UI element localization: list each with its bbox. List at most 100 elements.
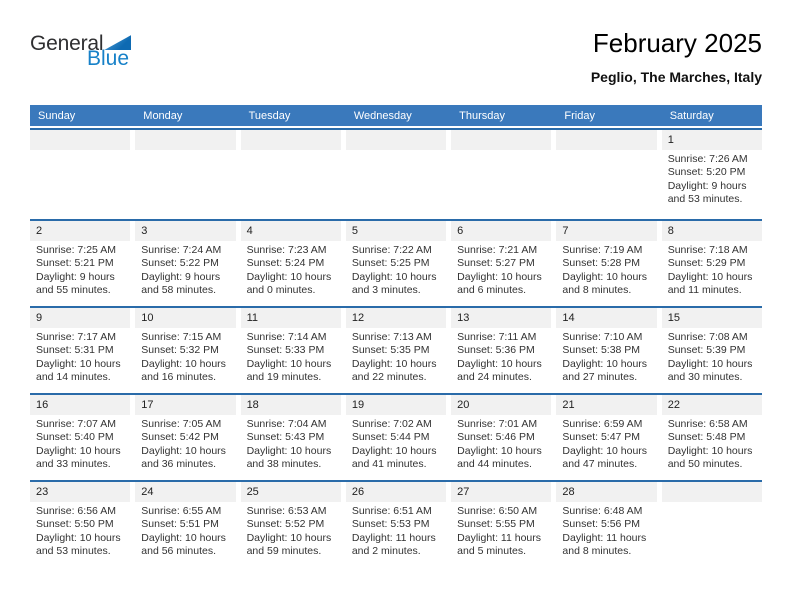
day-number — [345, 130, 447, 150]
sunrise-text: Sunrise: 6:58 AM — [667, 418, 748, 430]
day-cell: 1 Sunrise: 7:26 AM Sunset: 5:20 PM Daylight… — [661, 130, 762, 219]
daylight-text-line2: and 47 minutes. — [562, 458, 638, 471]
sunset-text: Sunset: 5:46 PM — [457, 431, 535, 444]
day-number: 5 — [345, 221, 447, 241]
daylight-text-line1: Daylight: 10 hours — [457, 270, 542, 283]
sunset-text: Sunset: 5:53 PM — [351, 518, 430, 531]
sunrise-text: Sunrise: 7:04 AM — [246, 418, 327, 430]
weekday-label-wednesday: Wednesday — [353, 109, 412, 122]
day-cell: 17 Sunrise: 7:05 AM Sunset: 5:42 PM Dayligh… — [135, 395, 236, 480]
daylight-text-line2: and 27 minutes. — [562, 371, 638, 384]
day-cell: 7 Sunrise: 7:19 AM Sunset: 5:28 PM Daylight… — [556, 221, 657, 306]
day-cell: 9 Sunrise: 7:17 AM Sunset: 5:31 PM Daylight… — [30, 308, 131, 393]
daylight-text-line1: Daylight: 10 hours — [246, 270, 332, 283]
day-info: Sunrise: 7:17 AM Sunset: 5:31 PM Daylight:… — [30, 328, 130, 385]
daylight-text-line2: and 53 minutes. — [36, 545, 111, 558]
day-cell: 2 Sunrise: 7:25 AM Sunset: 5:21 PM Daylight… — [30, 221, 131, 306]
daylight-text-line1: Daylight: 10 hours — [351, 270, 437, 283]
daylight-text-line1: Daylight: 9 hours — [141, 270, 221, 283]
daylight-text-line2: and 58 minutes. — [141, 284, 216, 297]
day-info: Sunrise: 7:14 AM Sunset: 5:33 PM Daylight:… — [241, 328, 341, 385]
week-row: 2 Sunrise: 7:25 AM Sunset: 5:21 PM Daylight… — [30, 219, 762, 306]
day-number: 2 — [30, 221, 131, 241]
sunset-text: Sunset: 5:29 PM — [667, 257, 746, 270]
daylight-text-line1: Daylight: 9 hours — [667, 179, 747, 192]
sunrise-text: Sunrise: 6:53 AM — [246, 505, 327, 517]
day-cell: 18 Sunrise: 7:04 AM Sunset: 5:43 PM Dayligh… — [240, 395, 341, 480]
day-cell: 27 Sunrise: 6:50 AM Sunset: 5:55 PM Dayligh… — [451, 482, 552, 567]
daylight-text-line1: Daylight: 10 hours — [667, 357, 753, 370]
day-info: Sunrise: 7:26 AM Sunset: 5:20 PM Daylight:… — [662, 150, 762, 207]
day-number — [135, 130, 236, 150]
day-cell: 23 Sunrise: 6:56 AM Sunset: 5:50 PM Dayligh… — [30, 482, 131, 567]
sunset-text: Sunset: 5:40 PM — [36, 431, 114, 444]
day-number — [30, 130, 131, 150]
sunrise-text: Sunrise: 7:15 AM — [141, 331, 222, 343]
daylight-text-line2: and 36 minutes. — [141, 458, 216, 471]
day-info: Sunrise: 6:56 AM Sunset: 5:50 PM Daylight:… — [30, 502, 130, 559]
daylight-text-line2: and 3 minutes. — [351, 284, 421, 297]
calendar-weeks: 1 Sunrise: 7:26 AM Sunset: 5:20 PM Daylight… — [30, 128, 762, 567]
day-info: Sunrise: 6:50 AM Sunset: 5:55 PM Daylight:… — [451, 502, 551, 559]
sunrise-text: Sunrise: 6:51 AM — [351, 505, 432, 517]
day-info: Sunrise: 6:48 AM Sunset: 5:56 PM Daylight:… — [556, 502, 656, 559]
day-number: 14 — [556, 308, 657, 328]
sunset-text: Sunset: 5:51 PM — [141, 518, 219, 531]
day-info: Sunrise: 7:05 AM Sunset: 5:42 PM Daylight:… — [135, 415, 235, 472]
daylight-text-line2: and 50 minutes. — [667, 458, 743, 471]
daylight-text-line2: and 5 minutes. — [457, 545, 527, 558]
day-number: 27 — [451, 482, 552, 502]
sunrise-text: Sunrise: 7:13 AM — [351, 331, 432, 343]
empty-day-cell — [345, 130, 447, 219]
daylight-text-line2: and 8 minutes. — [562, 284, 632, 297]
day-info: Sunrise: 7:24 AM Sunset: 5:22 PM Daylight:… — [135, 241, 235, 298]
daylight-text-line2: and 16 minutes. — [141, 371, 216, 384]
week-row: 1 Sunrise: 7:26 AM Sunset: 5:20 PM Daylight… — [30, 128, 762, 219]
day-number: 17 — [135, 395, 236, 415]
day-number: 13 — [451, 308, 552, 328]
day-cell: 25 Sunrise: 6:53 AM Sunset: 5:52 PM Dayligh… — [240, 482, 341, 567]
sunset-text: Sunset: 5:52 PM — [246, 518, 325, 531]
day-number: 22 — [661, 395, 762, 415]
empty-day-cell — [240, 130, 341, 219]
sunrise-text: Sunrise: 6:55 AM — [141, 505, 222, 517]
daylight-text-line2: and 38 minutes. — [246, 458, 322, 471]
day-number: 20 — [451, 395, 552, 415]
day-number: 21 — [556, 395, 657, 415]
logo-text-blue: Blue — [87, 47, 130, 70]
sunset-text: Sunset: 5:22 PM — [141, 257, 219, 270]
day-cell: 24 Sunrise: 6:55 AM Sunset: 5:51 PM Dayligh… — [135, 482, 236, 567]
daylight-text-line2: and 59 minutes. — [246, 545, 322, 558]
sunset-text: Sunset: 5:20 PM — [667, 166, 746, 179]
weekday-label-tuesday: Tuesday — [248, 109, 291, 122]
weekday-label-monday: Monday — [143, 109, 183, 122]
empty-day-cell — [135, 130, 236, 219]
weekday-label-friday: Friday — [564, 109, 595, 122]
sunset-text: Sunset: 5:24 PM — [246, 257, 325, 270]
daylight-text-line2: and 22 minutes. — [351, 371, 427, 384]
day-info: Sunrise: 6:58 AM Sunset: 5:48 PM Daylight:… — [662, 415, 762, 472]
daylight-text-line1: Daylight: 10 hours — [562, 357, 648, 370]
day-number: 28 — [556, 482, 657, 502]
day-number — [451, 130, 552, 150]
sunrise-text: Sunrise: 7:17 AM — [36, 331, 116, 343]
logo-text-general: General — [30, 32, 104, 55]
sunset-text: Sunset: 5:33 PM — [246, 344, 325, 357]
day-info: Sunrise: 7:08 AM Sunset: 5:39 PM Daylight:… — [662, 328, 762, 385]
location-subtitle: Peglio, The Marches, Italy — [590, 69, 762, 85]
sunrise-text: Sunrise: 6:59 AM — [562, 418, 643, 430]
general-blue-logo: General Blue — [30, 32, 132, 70]
sunrise-text: Sunrise: 7:11 AM — [457, 331, 537, 343]
day-number: 15 — [661, 308, 762, 328]
day-number — [240, 130, 341, 150]
calendar-table: Sunday Monday Tuesday Wednesday Thursday… — [30, 105, 762, 567]
sunrise-text: Sunrise: 7:08 AM — [667, 331, 748, 343]
sunset-text: Sunset: 5:27 PM — [457, 257, 535, 270]
day-info: Sunrise: 7:13 AM Sunset: 5:35 PM Daylight:… — [346, 328, 446, 385]
day-info: Sunrise: 7:10 AM Sunset: 5:38 PM Daylight:… — [556, 328, 656, 385]
day-number: 3 — [135, 221, 236, 241]
sunset-text: Sunset: 5:42 PM — [141, 431, 219, 444]
empty-day-cell — [451, 130, 552, 219]
day-number: 18 — [240, 395, 341, 415]
sunrise-text: Sunrise: 6:50 AM — [457, 505, 538, 517]
